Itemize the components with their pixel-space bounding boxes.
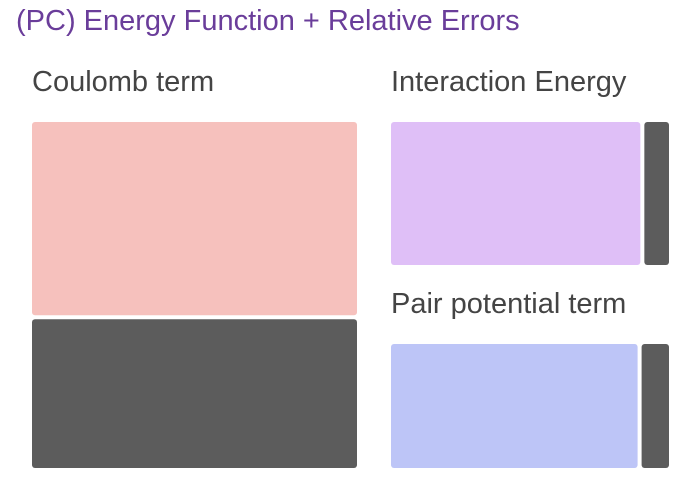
coulomb-term-tile[interactable] — [32, 122, 357, 316]
pair-potential-term-tile[interactable] — [391, 344, 638, 468]
coulomb-term-label: Coulomb term — [32, 66, 214, 98]
interaction-energy-error-tile[interactable] — [644, 122, 669, 265]
pair-potential-term-error-tile[interactable] — [641, 344, 669, 468]
interaction-energy-tile[interactable] — [391, 122, 641, 265]
interaction-energy-label: Interaction Energy — [391, 66, 627, 98]
chart-title: (PC) Energy Function + Relative Errors — [16, 5, 520, 37]
coulomb-term-error-tile[interactable] — [32, 319, 357, 468]
pair-potential-term-label: Pair potential term — [391, 288, 626, 320]
